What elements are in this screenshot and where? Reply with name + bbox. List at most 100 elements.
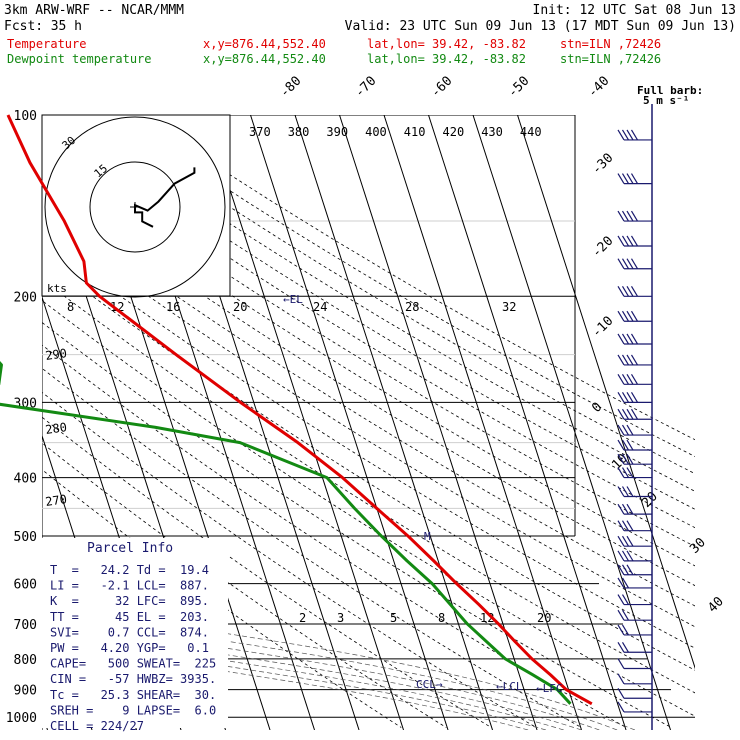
wind-barb: [617, 535, 652, 547]
hodograph-ring-inner: [89, 161, 181, 253]
isotherm-label: -30: [589, 151, 616, 178]
temp-legend-xy: x,y=876.44,552.40: [203, 37, 326, 51]
mixing-ratio-label: 24: [313, 300, 327, 314]
hodograph-trace: [134, 167, 196, 228]
wind-panel-units: 5 m s⁻¹: [643, 94, 689, 107]
wind-barb: [617, 392, 652, 403]
pressure-label: 900: [14, 684, 37, 699]
parcel-info-title: Parcel Info: [87, 541, 173, 556]
moist-adiabat: [42, 618, 600, 730]
theta-label: 410: [404, 125, 426, 139]
pressure-label: 500: [14, 530, 37, 545]
wind-barb: [617, 641, 652, 653]
isotherm: [42, 711, 48, 730]
wind-barb: [617, 701, 652, 713]
wind-barb: [617, 424, 652, 436]
wind-barb: [617, 373, 652, 385]
isotherm: [383, 115, 582, 730]
isotherm: [250, 115, 449, 730]
wind-barb: [617, 354, 652, 366]
moist-adiabat: [42, 611, 618, 730]
parcel-info-row: CELL = 224/27: [50, 719, 144, 733]
mixing-ratio-label-low: 5: [390, 611, 397, 625]
wind-barb: [617, 453, 652, 465]
ccl-marker: CCL→: [416, 678, 443, 691]
hodograph: 15 30 kts: [41, 114, 231, 298]
dry-adiabat: [42, 218, 695, 628]
isotherm: [294, 115, 493, 730]
wind-panel-title: Full barb:: [637, 84, 703, 97]
mixing-ratio-label: 28: [405, 300, 419, 314]
side-theta-label: 270: [44, 492, 67, 509]
isotherm-label: -40: [585, 74, 612, 101]
wind-barb: [617, 658, 652, 670]
mixing-ratio-label-low: 20: [537, 611, 551, 625]
temp-legend-label: Temperature: [7, 37, 86, 51]
mixing-ratio-label: 32: [502, 300, 516, 314]
parcel-info-rows: T = 24.2 Td = 19.4 LI = -2.1 LCL= 887.K =…: [50, 563, 216, 733]
init-time: Init: 12 UTC Sat 08 Jun 13: [533, 3, 737, 18]
wind-barb: [617, 624, 652, 636]
wind-barb: [617, 235, 652, 247]
isotherm-label: -60: [428, 74, 455, 101]
wind-barb: [617, 408, 652, 420]
moist-adiabat: [42, 625, 582, 730]
isotherm: [517, 115, 695, 670]
moist-adiabat: [42, 636, 547, 730]
mixing-ratio-label-low: 3: [337, 611, 344, 625]
mixing-ratio-label: 12: [110, 300, 124, 314]
wind-barb: [617, 210, 652, 222]
lcl-marker: ←LCL: [496, 680, 523, 693]
parcel-info-row: SREH = 9 LAPSE= 6.0: [50, 703, 216, 717]
mixing-ratio-label: 20: [233, 300, 247, 314]
wind-barb: [617, 564, 652, 576]
isotherm-label: 40: [705, 594, 727, 616]
dewpoint-trace: [0, 360, 572, 705]
valid-time: Valid: 23 UTC Sun 09 Jun 13 (17 MDT Sun …: [345, 19, 736, 34]
wind-barb: [617, 594, 652, 606]
wind-barb: [617, 439, 652, 451]
wind-barb: [617, 503, 652, 515]
dry-adiabat: [42, 391, 537, 728]
model-title: 3km ARW-WRF -- NCAR/MMM: [4, 3, 184, 18]
mixing-ratio-label: 16: [166, 300, 180, 314]
dew-legend-xy: x,y=876.44,552.40: [203, 52, 326, 66]
theta-label: 420: [443, 125, 465, 139]
isotherm-label: 30: [687, 535, 709, 557]
dry-adiabat: [92, 115, 695, 475]
theta-label: 430: [481, 125, 503, 139]
isotherm-label: -80: [277, 74, 304, 101]
pressure-label: 400: [14, 472, 37, 487]
mixing-ratio-label-low: 8: [438, 611, 445, 625]
parcel-info-row: K = 32 LFC= 895.: [50, 594, 209, 608]
parcel-info-bg: [42, 538, 228, 728]
dry-adiabat: [46, 115, 695, 510]
parcel-info-row: CIN = -57 HWBZ= 3935.: [50, 672, 216, 686]
hodograph-ring-outer: [44, 116, 226, 298]
parcel-info-panel: Parcel Info T = 24.2 Td = 19.4 LI = -2.1 …: [42, 538, 228, 733]
isotherm: [428, 115, 627, 730]
isotherm-label: -20: [589, 234, 616, 261]
isotherm: [0, 115, 3, 730]
wind-barb: [617, 673, 652, 685]
dew-legend-latlon: lat,lon= 39.42, -83.82: [367, 52, 526, 66]
mixing-ratio-label: 8: [67, 300, 74, 314]
isotherm: [205, 115, 404, 730]
m-marker: M: [424, 530, 431, 543]
fcst-value: 35 h: [51, 19, 82, 34]
dry-adiabat: [42, 180, 695, 587]
parcel-info-row: LI = -2.1 LCL= 887.: [50, 579, 209, 593]
isotherm: [339, 115, 538, 730]
pressure-label: 1000: [6, 711, 37, 726]
temp-legend-stn: stn=ILN ,72426: [560, 37, 661, 51]
isotherm-label: -10: [589, 314, 616, 341]
parcel-info-row: PW = 4.20 YGP= 0.1: [50, 641, 209, 655]
dry-adiabat: [42, 144, 695, 547]
wind-barb: [617, 520, 652, 532]
isotherm: [161, 115, 360, 730]
dry-adiabat: [42, 162, 695, 567]
pressure-label: 600: [14, 578, 37, 593]
theta-label: 370: [249, 125, 271, 139]
wind-barb: [617, 310, 652, 322]
